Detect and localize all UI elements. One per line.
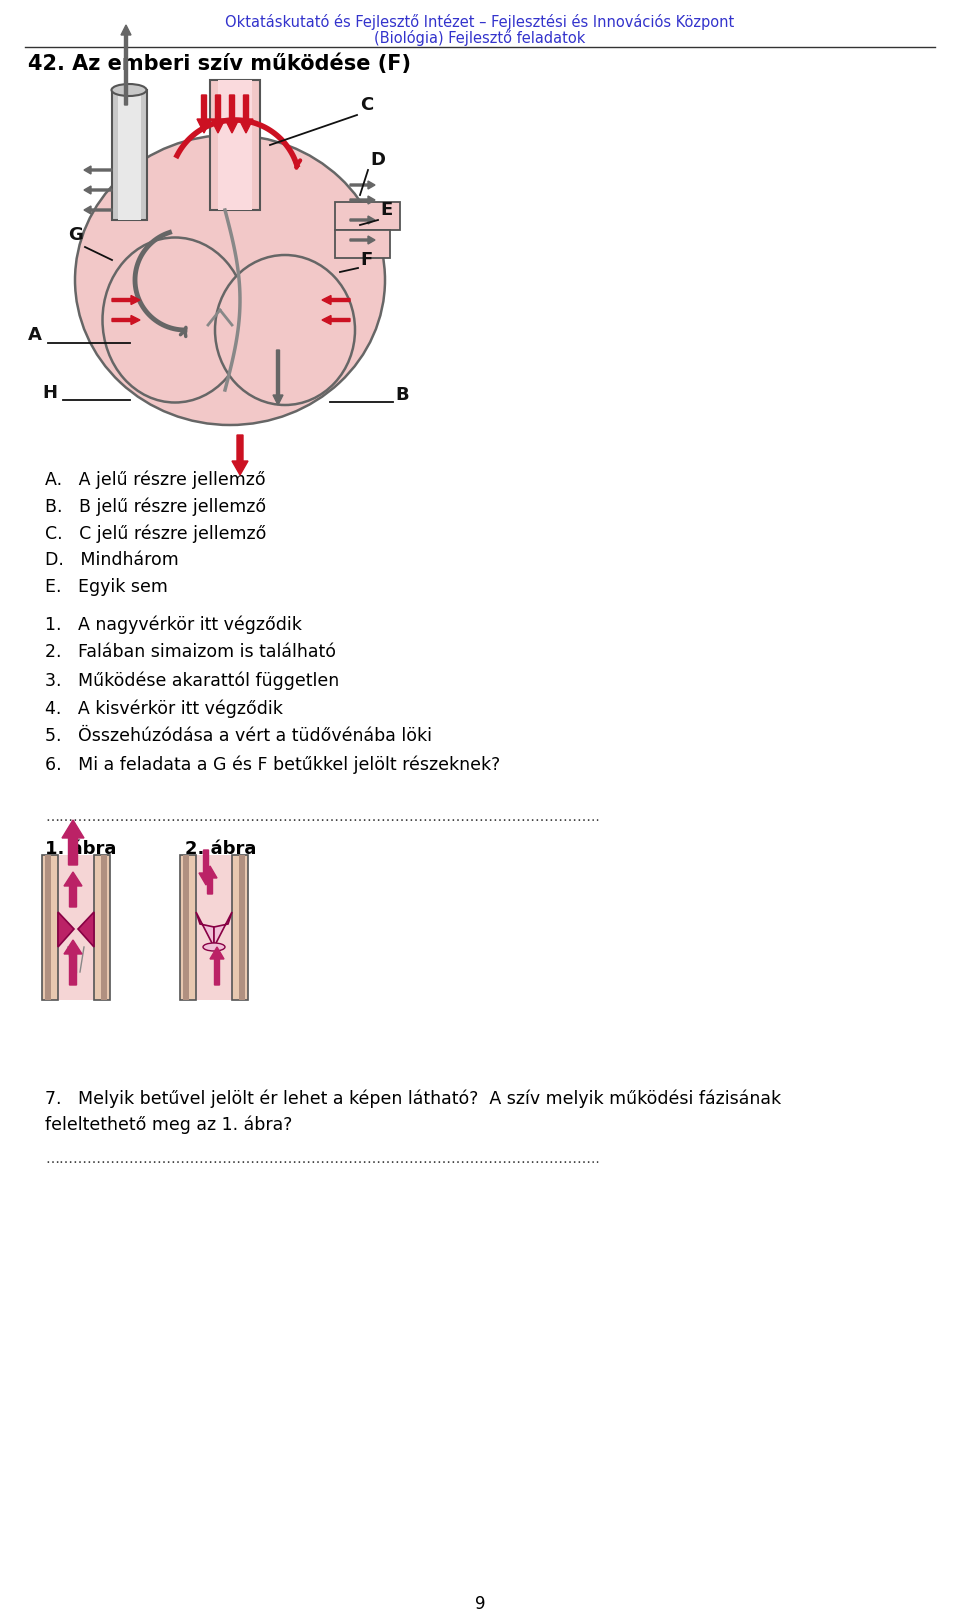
Text: 7.   Melyik betűvel jelölt ér lehet a képen látható?  A szív melyik működési fáz: 7. Melyik betűvel jelölt ér lehet a képe… xyxy=(45,1091,781,1108)
FancyArrow shape xyxy=(64,872,82,908)
Text: 6.   Mi a feladata a G és F betűkkel jelölt részeknek?: 6. Mi a feladata a G és F betűkkel jelöl… xyxy=(45,756,500,773)
Text: E.   Egyik sem: E. Egyik sem xyxy=(45,578,168,595)
Bar xyxy=(335,202,400,230)
Bar xyxy=(58,854,94,1000)
FancyArrow shape xyxy=(350,215,375,223)
Text: D.   Mindhárom: D. Mindhárom xyxy=(45,552,179,570)
Polygon shape xyxy=(196,913,214,947)
Bar xyxy=(101,854,107,1000)
Text: 1.   A nagyvérkör itt végződik: 1. A nagyvérkör itt végződik xyxy=(45,615,301,634)
Text: 5.   Összehúzódása a vért a tüdővénába löki: 5. Összehúzódása a vért a tüdővénába lök… xyxy=(45,726,432,744)
FancyArrow shape xyxy=(203,866,217,895)
Bar xyxy=(180,854,196,1000)
Text: 3.   Működése akarattól független: 3. Működése akarattól független xyxy=(45,671,339,689)
Text: 1. ábra: 1. ábra xyxy=(45,840,116,858)
Bar xyxy=(232,854,248,1000)
Text: A.   A jelű részre jellemző: A. A jelű részre jellemző xyxy=(45,469,266,489)
FancyArrow shape xyxy=(84,186,112,194)
FancyArrow shape xyxy=(225,95,239,133)
Ellipse shape xyxy=(103,238,248,403)
Polygon shape xyxy=(78,913,94,947)
Bar xyxy=(45,854,51,1000)
Text: ………………………………………………………………………………………………………..: ……………………………………………………………………………………………………….… xyxy=(45,811,600,824)
Text: E: E xyxy=(380,201,393,218)
FancyArrow shape xyxy=(84,167,112,175)
FancyArrow shape xyxy=(273,349,283,404)
Text: 2. ábra: 2. ábra xyxy=(185,840,256,858)
Bar xyxy=(210,79,260,210)
Bar xyxy=(239,854,245,1000)
Text: 2.   Falában simaizom is található: 2. Falában simaizom is található xyxy=(45,642,336,662)
Polygon shape xyxy=(58,913,74,947)
FancyArrow shape xyxy=(210,947,224,985)
Ellipse shape xyxy=(75,134,385,426)
Text: 42. Az emberi szív működése (F): 42. Az emberi szív működése (F) xyxy=(28,53,411,73)
Polygon shape xyxy=(214,913,232,947)
Text: F: F xyxy=(360,251,372,269)
Text: H: H xyxy=(42,383,57,401)
FancyArrow shape xyxy=(350,196,375,204)
Text: ………………………………………………………………………………………………………..: ……………………………………………………………………………………………………….… xyxy=(45,1152,600,1167)
FancyArrow shape xyxy=(112,316,140,325)
Bar xyxy=(42,854,58,1000)
Text: 9: 9 xyxy=(475,1595,485,1613)
Bar xyxy=(218,79,252,210)
Ellipse shape xyxy=(215,256,355,404)
Bar xyxy=(94,854,110,1000)
Ellipse shape xyxy=(203,943,225,951)
FancyArrow shape xyxy=(322,316,350,325)
Text: (Biológia) Fejlesztő feladatok: (Biológia) Fejlesztő feladatok xyxy=(374,31,586,45)
FancyArrow shape xyxy=(121,24,131,105)
FancyArrow shape xyxy=(197,95,211,133)
Text: G: G xyxy=(68,227,83,244)
Text: C.   C jelű részre jellemző: C. C jelű részre jellemző xyxy=(45,524,266,542)
Text: D: D xyxy=(370,150,385,168)
FancyArrow shape xyxy=(62,820,84,866)
Text: feleltethető meg az 1. ábra?: feleltethető meg az 1. ábra? xyxy=(45,1116,293,1134)
FancyArrow shape xyxy=(84,205,112,214)
Text: C: C xyxy=(360,95,373,113)
Text: Oktatáskutató és Fejlesztő Intézet – Fejlesztési és Innovációs Központ: Oktatáskutató és Fejlesztő Intézet – Fej… xyxy=(226,15,734,31)
Text: 4.   A kisvérkör itt végződik: 4. A kisvérkör itt végződik xyxy=(45,699,283,717)
Text: B.   B jelű részre jellemző: B. B jelű részre jellemző xyxy=(45,497,266,516)
FancyArrow shape xyxy=(322,296,350,304)
FancyArrow shape xyxy=(350,181,375,189)
FancyArrow shape xyxy=(232,435,248,476)
FancyArrow shape xyxy=(350,236,375,244)
Bar xyxy=(335,230,390,257)
FancyArrow shape xyxy=(199,849,213,885)
Bar xyxy=(183,854,189,1000)
Text: A: A xyxy=(28,325,42,345)
Text: B: B xyxy=(395,387,409,404)
Bar xyxy=(118,91,141,220)
Ellipse shape xyxy=(111,84,147,95)
FancyArrow shape xyxy=(211,95,225,133)
FancyArrow shape xyxy=(112,296,140,304)
Bar xyxy=(112,91,147,220)
FancyArrow shape xyxy=(64,940,82,985)
Bar xyxy=(196,854,232,1000)
FancyArrow shape xyxy=(239,95,253,133)
